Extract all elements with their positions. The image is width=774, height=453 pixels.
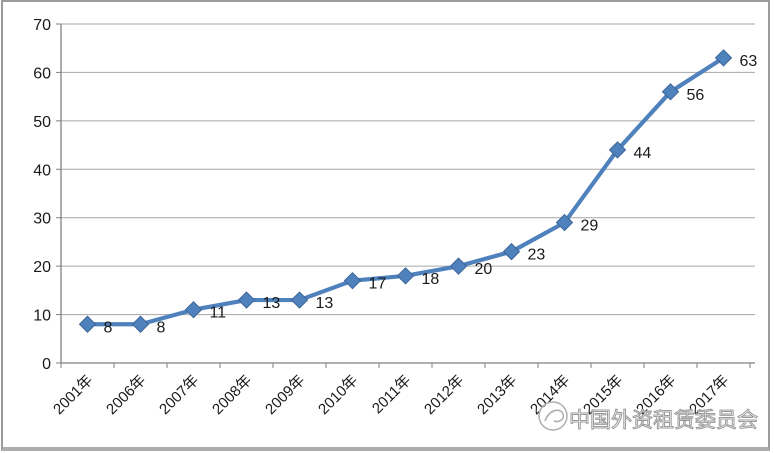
- data-point-label: 44: [634, 145, 652, 162]
- x-axis-tick-label: 2013年: [474, 372, 520, 418]
- data-labels: 8 8 11 13 13 17 18 20 23 29 44 56 63: [104, 53, 758, 336]
- x-axis-tick-label: 2012年: [421, 372, 467, 418]
- data-point-marker: [78, 315, 97, 333]
- data-point-marker: [184, 301, 203, 319]
- y-axis-tick-label: 60: [33, 65, 51, 82]
- data-point-marker: [343, 271, 362, 290]
- axes: [56, 23, 755, 368]
- x-axis-tick-label: 2001年: [50, 372, 96, 418]
- line-chart: 0 10 20 30 40 50 60 70 2001年 2006年 2007年 2008年 2009…: [33, 17, 759, 433]
- data-point-label: 56: [687, 87, 705, 104]
- y-axis-tick-label: 20: [33, 259, 51, 276]
- y-axis-tick-label: 40: [33, 162, 51, 179]
- data-point-marker: [502, 242, 521, 261]
- x-axis-tick-label: 2010年: [315, 372, 361, 418]
- watermark: 中国外资租赁委员会: [538, 401, 759, 433]
- data-point-label: 8: [104, 319, 113, 336]
- data-point-label: 8: [157, 319, 166, 336]
- data-point-label: 63: [740, 53, 758, 70]
- x-axis-tick-label: 2008年: [209, 372, 255, 418]
- data-point-marker: [661, 83, 680, 101]
- y-axis-tick-label: 70: [33, 17, 51, 34]
- gridlines: [61, 23, 755, 316]
- emblem-swoosh-icon: [544, 409, 565, 423]
- data-point-label: 23: [528, 247, 546, 264]
- data-point-label: 13: [263, 295, 281, 312]
- data-point-label: 11: [210, 305, 227, 322]
- y-axis-tick-label: 10: [33, 308, 51, 325]
- data-point-marker: [237, 291, 256, 309]
- circular-emblem-icon: [538, 401, 568, 431]
- x-axis-tick-label: 2007年: [156, 372, 202, 418]
- y-axis-tick-label: 50: [33, 114, 51, 131]
- data-point-marker: [714, 49, 733, 67]
- data-point-marker: [290, 291, 309, 309]
- y-axis-labels: 0 10 20 30 40 50 60 70: [33, 17, 51, 373]
- data-point-marker: [555, 213, 574, 232]
- x-axis-tick-label: 2006年: [103, 372, 149, 418]
- data-point-marker: [396, 267, 415, 285]
- data-point-label: 20: [475, 261, 493, 278]
- y-axis-tick-label: 30: [33, 211, 51, 228]
- x-axis-tick-label: 2011年: [369, 372, 414, 417]
- data-point-marker: [131, 315, 150, 333]
- data-series: [78, 49, 733, 333]
- data-point-label: 29: [581, 218, 599, 235]
- watermark-text: 中国外资租赁委员会: [569, 409, 758, 432]
- data-point-marker: [608, 141, 627, 159]
- data-point-label: 18: [422, 271, 440, 288]
- x-axis-tick-label: 2009年: [262, 372, 308, 418]
- y-axis-tick-label: 0: [42, 356, 51, 373]
- data-point-label: 13: [316, 295, 334, 312]
- data-point-label: 17: [369, 276, 387, 293]
- data-point-marker: [449, 257, 468, 275]
